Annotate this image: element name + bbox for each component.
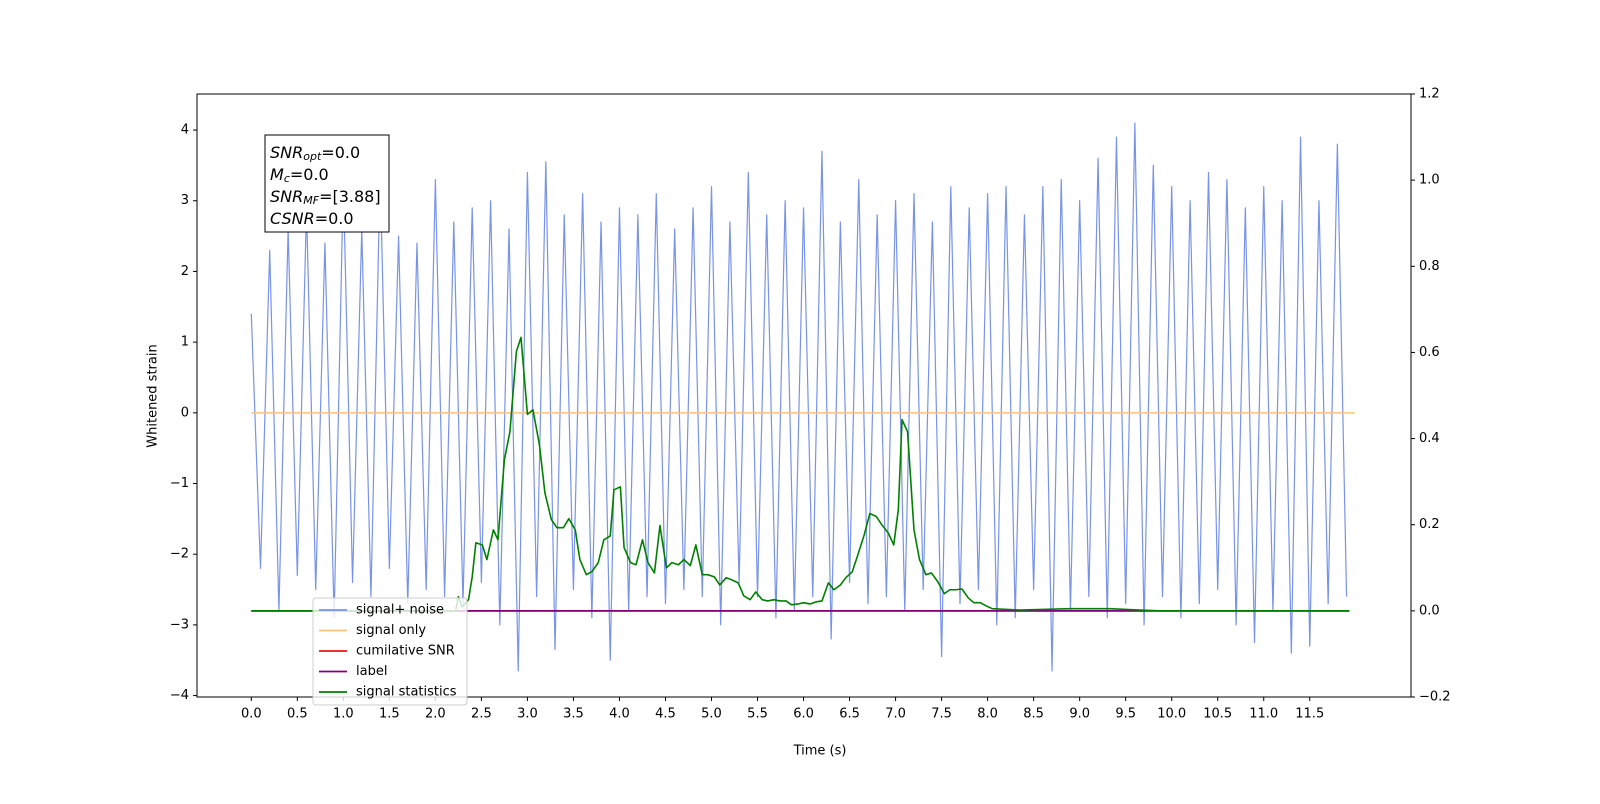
y-tick-label: 0	[181, 405, 189, 420]
y2-tick-label: 1.2	[1419, 87, 1440, 102]
x-tick-label: 3.0	[517, 707, 538, 722]
x-tick-label: 7.0	[885, 707, 906, 722]
annotation-line: SNRMF=[3.88]	[270, 187, 381, 208]
annotation-rest: =[3.88]	[319, 187, 381, 206]
annotation-main: CSNR	[270, 209, 315, 228]
annotation-main: M	[270, 165, 284, 184]
x-tick-label: 4.0	[609, 707, 630, 722]
x-tick-label: 7.5	[931, 707, 952, 722]
annotation-line: SNRopt=0.0	[270, 143, 360, 164]
annotation-main: SNR	[270, 187, 303, 206]
x-tick-label: 6.5	[839, 707, 860, 722]
x-tick-label: 1.5	[379, 707, 400, 722]
annotation-main: SNR	[270, 143, 303, 162]
annotation-sub: opt	[303, 150, 322, 163]
series-line	[251, 336, 1350, 612]
x-tick-label: 8.0	[977, 707, 998, 722]
x-tick-label: 3.5	[563, 707, 584, 722]
y2-tick-label: 0.0	[1419, 603, 1440, 618]
x-tick-label: 10.0	[1157, 707, 1186, 722]
annotation-rest: =0.0	[315, 209, 354, 228]
legend-label: cumilative SNR	[356, 644, 455, 659]
y-tick-label: −1	[170, 476, 189, 491]
y2-tick-label: 1.0	[1419, 173, 1440, 188]
series-line	[250, 122, 1348, 672]
x-tick-label: 11.0	[1249, 707, 1278, 722]
annotation-sub: MF	[303, 194, 319, 207]
x-tick-label: 8.5	[1023, 707, 1044, 722]
legend-label: signal statistics	[356, 685, 457, 700]
legend: signal+ noise signal only cumilative SNR la…	[312, 597, 468, 706]
y-tick-label: 1	[181, 335, 189, 350]
y2-tick-label: 0.2	[1419, 517, 1440, 532]
legend-label: signal only	[356, 623, 426, 638]
legend-box	[312, 597, 468, 706]
y2-tick-label: 0.8	[1419, 259, 1440, 274]
x-tick-label: 2.0	[425, 707, 446, 722]
y-tick-label: 4	[181, 123, 189, 138]
x-tick-label: 9.5	[1115, 707, 1136, 722]
x-tick-label: 6.0	[793, 707, 814, 722]
legend-label: signal+ noise	[356, 603, 444, 618]
annotation-box	[264, 134, 390, 233]
x-tick-label: 4.5	[655, 707, 676, 722]
x-tick-label: 2.5	[471, 707, 492, 722]
x-tick-label: 10.5	[1203, 707, 1232, 722]
x-tick-label: 5.0	[701, 707, 722, 722]
x-tick-label: 5.5	[747, 707, 768, 722]
annotation-line: Mc=0.0	[270, 165, 329, 186]
annotation-sub: c	[284, 172, 290, 185]
y-tick-label: −2	[170, 547, 189, 562]
x-tick-label: 0.0	[241, 707, 262, 722]
y2-tick-label: −0.2	[1419, 690, 1451, 705]
y-tick-label: −4	[170, 688, 189, 703]
annotation-rest: =0.0	[290, 165, 329, 184]
x-tick-label: 1.0	[333, 707, 354, 722]
y-tick-label: 2	[181, 264, 189, 279]
y-tick-label: −3	[170, 617, 189, 632]
y-axis-label: Whitened strain	[146, 344, 161, 447]
x-tick-label: 11.5	[1295, 707, 1324, 722]
legend-label: label	[356, 664, 387, 679]
x-axis-label: Time (s)	[793, 744, 847, 759]
annotation-line: CSNR=0.0	[270, 209, 354, 228]
y-tick-label: 3	[181, 193, 189, 208]
x-tick-label: 0.5	[287, 707, 308, 722]
x-tick-label: 9.0	[1069, 707, 1090, 722]
annotation-rest: =0.0	[321, 143, 360, 162]
y2-tick-label: 0.4	[1419, 431, 1440, 446]
y2-tick-label: 0.6	[1419, 345, 1440, 360]
